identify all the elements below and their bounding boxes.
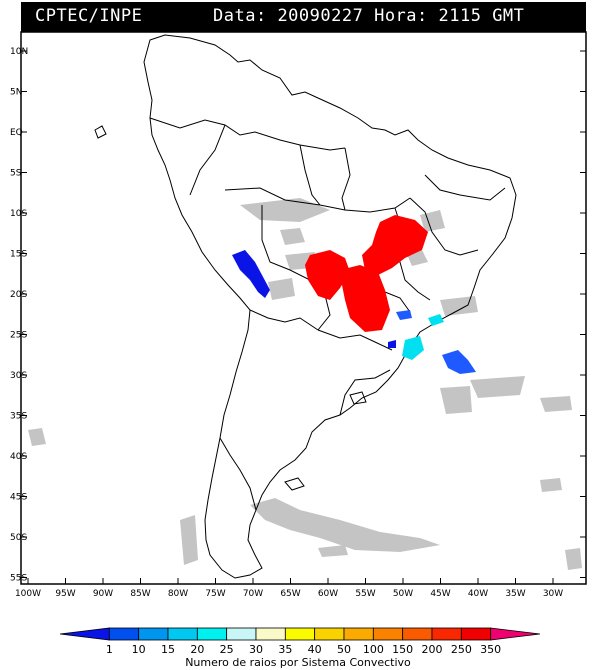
lat-label: 55S <box>10 574 27 584</box>
system-red-2 <box>340 265 390 332</box>
lon-label: 50W <box>393 589 413 599</box>
lat-label: EQ <box>10 128 23 138</box>
colorbar-swatch <box>402 627 433 641</box>
lon-label: 85W <box>130 589 150 599</box>
colorbar-tick-label: 150 <box>392 643 413 656</box>
date-value: 20090227 <box>277 6 364 26</box>
colorbar-swatch <box>372 627 404 641</box>
colorbar-swatch <box>343 627 374 641</box>
colorbar-swatch <box>167 627 198 641</box>
time-label: Hora: <box>374 6 428 26</box>
system-blue-atlantic <box>442 350 476 374</box>
date-label: Data: <box>213 6 267 26</box>
source-label: CPTEC/INPE <box>35 6 143 26</box>
lon-label: 45W <box>430 589 450 599</box>
colorbar-tick-label: 25 <box>220 643 234 656</box>
coastline <box>143 34 517 579</box>
datetime-label: Data: 20090227 Hora: 2115 GMT <box>213 6 524 26</box>
lat-label: 40S <box>10 452 27 462</box>
lat-label: 10N <box>10 47 28 57</box>
colorbar-tick-label: 50 <box>337 643 351 656</box>
colorbar-tick-label: 35 <box>278 643 292 656</box>
lat-label: 25S <box>10 331 27 341</box>
title-bar: CPTEC/INPE Data: 20090227 Hora: 2115 GMT <box>21 2 586 32</box>
colorbar-tick-label: 30 <box>249 643 263 656</box>
colorbar-title: Numero de raios por Sistema Convectivo <box>185 656 411 669</box>
lon-label: 95W <box>55 589 75 599</box>
system-cyan-small <box>428 314 444 326</box>
lon-label: 30W <box>543 589 563 599</box>
colorbar-tick-label: 200 <box>422 643 443 656</box>
colorbar-swatch <box>460 627 492 641</box>
latitude-axis: 10N 5N EQ 5S 10S 15S 20S 25S 30S 35S 40S 45S 50S 55S <box>10 47 586 584</box>
lat-label: 45S <box>10 493 27 503</box>
colorbar-tick-label: 100 <box>363 643 384 656</box>
lat-label: 50S <box>10 533 27 543</box>
lon-label: 65W <box>280 589 300 599</box>
colorbar-tick-label: 15 <box>161 643 175 656</box>
lon-label: 55W <box>355 589 375 599</box>
lat-label: 10S <box>10 209 27 219</box>
lon-label: 70W <box>243 589 263 599</box>
system-blue-peru <box>232 250 270 298</box>
cloud-cover <box>28 198 582 570</box>
colorbar-swatch <box>59 627 110 641</box>
convective-systems <box>232 215 476 374</box>
map-frame <box>20 31 587 585</box>
colorbar-tick-label: 350 <box>480 643 501 656</box>
lon-label: 35W <box>505 589 525 599</box>
system-cyan <box>402 336 424 360</box>
islands <box>94 125 367 491</box>
lat-label: 30S <box>10 371 27 381</box>
colorbar: 1 10 15 20 25 30 35 40 50 100 150 200 250 350 <box>59 627 541 656</box>
colorbar-tick-label: 1 <box>106 643 113 656</box>
colorbar-swatch <box>314 627 345 641</box>
lat-label: 20S <box>10 290 27 300</box>
colorbar-swatch <box>108 627 140 641</box>
lon-label: 40W <box>468 589 488 599</box>
system-red-1 <box>305 250 350 300</box>
system-red-3 <box>362 215 428 275</box>
lon-label: 100W <box>15 589 41 599</box>
time-value: 2115 GMT <box>438 6 525 26</box>
colorbar-swatch <box>431 627 462 641</box>
lat-label: 15S <box>10 250 27 260</box>
colorbar-tick-label: 40 <box>308 643 322 656</box>
colorbar-swatch <box>196 627 228 641</box>
lon-label: 75W <box>205 589 225 599</box>
lat-label: 35S <box>10 412 27 422</box>
lon-label: 60W <box>318 589 338 599</box>
longitude-axis: 100W 95W 90W 85W 80W 75W 70W 65W 60W 55W 50W 45W 40W… <box>15 578 563 599</box>
colorbar-swatch <box>255 627 286 641</box>
colorbar-tick-label: 250 <box>451 643 472 656</box>
colorbar-tick-label: 20 <box>190 643 204 656</box>
colorbar-swatch <box>138 627 169 641</box>
lat-label: 5S <box>10 169 22 179</box>
system-blue-dot <box>388 340 396 348</box>
lon-label: 90W <box>93 589 113 599</box>
system-blue-small <box>396 310 412 320</box>
colorbar-swatch <box>490 627 541 641</box>
colorbar-swatch <box>284 627 316 641</box>
colorbar-swatch <box>226 627 257 641</box>
lon-label: 80W <box>168 589 188 599</box>
colorbar-tick-label: 10 <box>132 643 146 656</box>
lat-label: 5N <box>10 88 22 98</box>
